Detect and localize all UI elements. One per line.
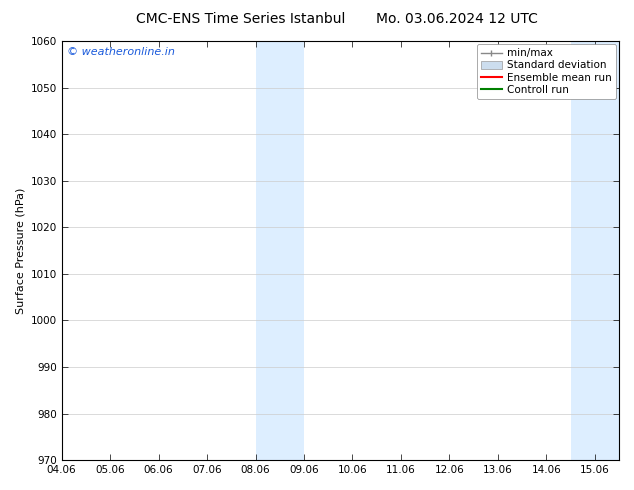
Text: Mo. 03.06.2024 12 UTC: Mo. 03.06.2024 12 UTC <box>375 12 538 26</box>
Y-axis label: Surface Pressure (hPa): Surface Pressure (hPa) <box>15 187 25 314</box>
Bar <box>256 41 280 460</box>
Legend: min/max, Standard deviation, Ensemble mean run, Controll run: min/max, Standard deviation, Ensemble me… <box>477 44 616 99</box>
Text: CMC-ENS Time Series Istanbul: CMC-ENS Time Series Istanbul <box>136 12 346 26</box>
Bar <box>595 41 619 460</box>
Bar <box>280 41 304 460</box>
Text: © weatheronline.in: © weatheronline.in <box>67 48 175 57</box>
Bar <box>571 41 595 460</box>
